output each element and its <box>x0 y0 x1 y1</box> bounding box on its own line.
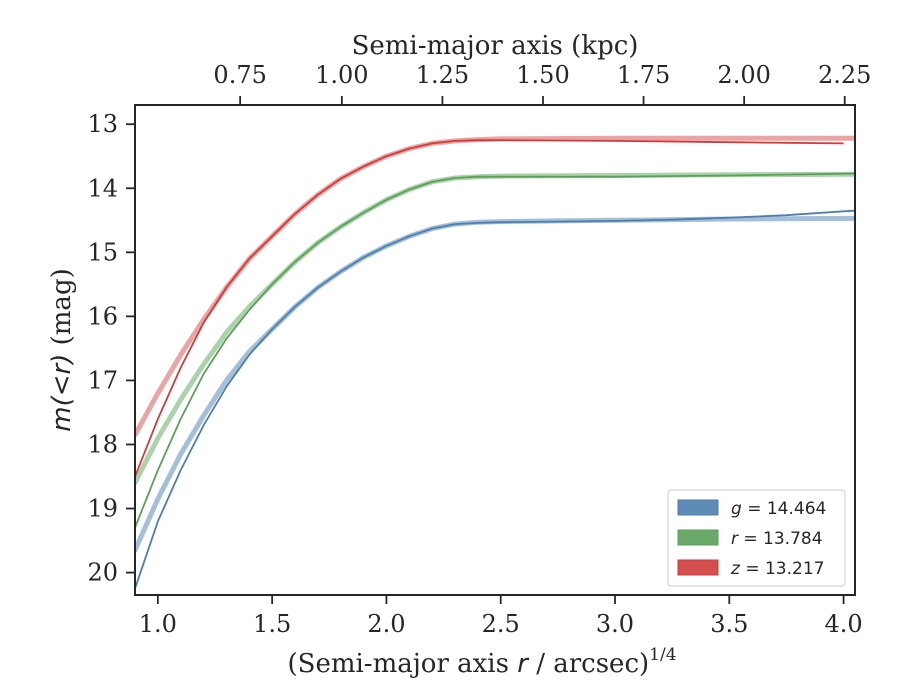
y-axis-title-unit: (mag) <box>47 268 77 353</box>
x-tick-label: 1.5 <box>253 610 291 638</box>
y-axis-title-var: m(<r) <box>47 354 77 432</box>
series-r-data-line <box>135 172 855 529</box>
x-tick-label: 3.0 <box>596 610 634 638</box>
legend-swatch-g <box>677 499 719 516</box>
legend-label-var: g <box>731 499 742 519</box>
x-axis-title-prefix: (Semi-major axis <box>287 649 517 679</box>
top-axis-title: Semi-major axis (kpc) <box>352 31 639 61</box>
top-tick-label: 2.00 <box>717 61 770 89</box>
series-layer <box>135 135 855 589</box>
legend-label-value: = 13.217 <box>740 559 825 579</box>
legend-label-var: r <box>731 529 739 549</box>
series-g-data-line <box>135 209 855 589</box>
y-axis-title: m(<r) (mag) <box>47 268 77 431</box>
x-axis-title-var: r <box>517 649 530 679</box>
x-tick-label: 1.0 <box>139 610 177 638</box>
x-tick-label: 2.0 <box>367 610 405 638</box>
y-tick-label: 20 <box>87 559 118 587</box>
plot-frame <box>134 104 856 596</box>
x-tick-label: 2.5 <box>482 610 520 638</box>
legend-label-r: r = 13.784 <box>731 529 823 549</box>
legend-swatch-z <box>677 559 719 576</box>
top-tick-label: 2.25 <box>818 61 871 89</box>
legend-label-z: z = 13.217 <box>730 559 824 579</box>
y-tick-label: 17 <box>87 366 118 394</box>
x-axis-title-suffix: / arcsec) <box>528 649 649 679</box>
top-tick-label: 1.75 <box>617 61 670 89</box>
series-z-data-line <box>135 139 844 477</box>
x-tick-label: 3.5 <box>710 610 748 638</box>
y-tick-label: 15 <box>87 238 118 266</box>
series-z-model-line <box>135 135 855 438</box>
legend-swatch-r <box>677 529 719 546</box>
legend-label-value: = 14.464 <box>742 499 827 519</box>
legend-label-value: = 13.784 <box>738 529 823 549</box>
y-tick-label: 16 <box>87 302 118 330</box>
x-tick-label: 4.0 <box>824 610 862 638</box>
top-tick-label: 0.75 <box>213 61 266 89</box>
top-tick-label: 1.50 <box>516 61 569 89</box>
y-tick-label: 14 <box>87 174 118 202</box>
legend-label-g: g = 14.464 <box>731 499 826 519</box>
y-tick-label: 13 <box>87 110 118 138</box>
y-tick-label: 19 <box>87 495 118 523</box>
top-tick-label: 1.00 <box>315 61 368 89</box>
top-tick-label: 1.25 <box>416 61 469 89</box>
plot-area <box>135 135 855 589</box>
x-axis-title: (Semi-major axis r / arcsec)1/4 <box>287 645 676 679</box>
x-axis-title-sup: 1/4 <box>649 645 676 665</box>
axes-layer: 1.0 1.5 2.0 2.5 3.0 3.5 4.0 13 14 15 16 17 18 19 20 0.7… <box>87 61 871 638</box>
legend-label-var: z <box>730 559 741 579</box>
y-tick-label: 18 <box>87 430 118 458</box>
